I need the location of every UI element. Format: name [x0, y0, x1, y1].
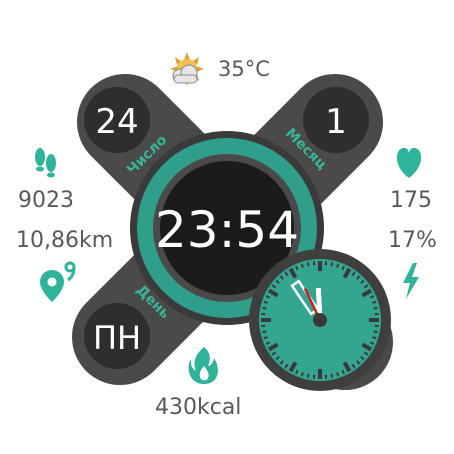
- clock-tick: [300, 263, 304, 269]
- clock-tick: [373, 306, 378, 310]
- clock-tick: [262, 330, 267, 334]
- clock-tick: [306, 373, 310, 378]
- clock-tick: [265, 295, 271, 299]
- heart-icon: [396, 147, 422, 178]
- lightning-icon: [403, 263, 419, 299]
- clock-tick: [288, 267, 298, 279]
- month-number: 1: [325, 102, 347, 142]
- clock-tick: [351, 363, 356, 369]
- day-number: 24: [95, 102, 138, 142]
- clock-tick: [351, 271, 356, 277]
- location-pin-icon: [40, 261, 76, 302]
- clock-tick: [363, 284, 369, 289]
- clock-tick: [373, 330, 378, 334]
- clock-tick: [279, 360, 284, 365]
- clock-tick: [356, 275, 361, 280]
- day-bubble[interactable]: [84, 87, 150, 153]
- clock-tick: [341, 265, 345, 271]
- clock-tick: [330, 262, 334, 267]
- clock-tick: [265, 341, 271, 345]
- heart-rate-value: 175: [390, 188, 432, 213]
- clock-tick: [306, 262, 310, 267]
- clock-tick: [361, 342, 373, 352]
- clock-tick: [284, 363, 289, 369]
- clock-tick: [342, 361, 352, 373]
- analog-clock-hands: [290, 279, 327, 327]
- clock-tick: [360, 356, 365, 361]
- clock-tick: [275, 356, 280, 361]
- weekday-bubble[interactable]: [84, 303, 150, 369]
- clock-tick: [300, 371, 304, 377]
- distance-value: 10,86km: [16, 228, 114, 253]
- partly-cloudy-sun-icon: [170, 52, 204, 86]
- battery-value: 17%: [388, 228, 437, 253]
- clock-tick: [271, 351, 277, 356]
- clock-tick: [279, 275, 284, 280]
- clock-tick: [336, 371, 340, 377]
- clock-tick: [263, 300, 269, 304]
- clock-tick: [369, 341, 375, 345]
- clock-tick: [336, 263, 340, 269]
- footsteps-icon: [35, 148, 56, 178]
- clock-tick: [267, 342, 279, 352]
- clock-tick: [342, 267, 352, 279]
- clock-tick: [363, 351, 369, 356]
- clock-tick: [271, 284, 277, 289]
- clock-tick: [288, 361, 298, 373]
- clock-tick: [262, 306, 267, 310]
- analog-clock[interactable]: [249, 249, 391, 391]
- clock-tick: [263, 336, 269, 340]
- weekday-text: ПН: [93, 319, 141, 357]
- flame-icon: [188, 347, 218, 384]
- digital-time: 23:54: [155, 201, 299, 259]
- clock-tick: [360, 279, 365, 284]
- clock-tick: [295, 265, 299, 271]
- center-dial: [160, 161, 294, 295]
- clock-tick: [341, 369, 345, 375]
- month-bubble[interactable]: [303, 87, 369, 153]
- analog-clock-ticks: [261, 261, 379, 379]
- analog-clock-pin: [313, 313, 327, 327]
- clock-tick: [371, 300, 377, 304]
- clock-tick: [284, 271, 289, 277]
- clock-tick: [361, 288, 373, 298]
- clock-tick: [295, 369, 299, 375]
- temperature-text: 35°C: [218, 57, 270, 81]
- clock-tick: [371, 336, 377, 340]
- clock-tick: [275, 279, 280, 284]
- clock-tick: [330, 373, 334, 378]
- steps-count: 9023: [18, 188, 74, 213]
- clock-tick: [369, 295, 375, 299]
- calories-value: 430kcal: [155, 395, 242, 420]
- clock-tick: [356, 360, 361, 365]
- clock-tick: [267, 288, 279, 298]
